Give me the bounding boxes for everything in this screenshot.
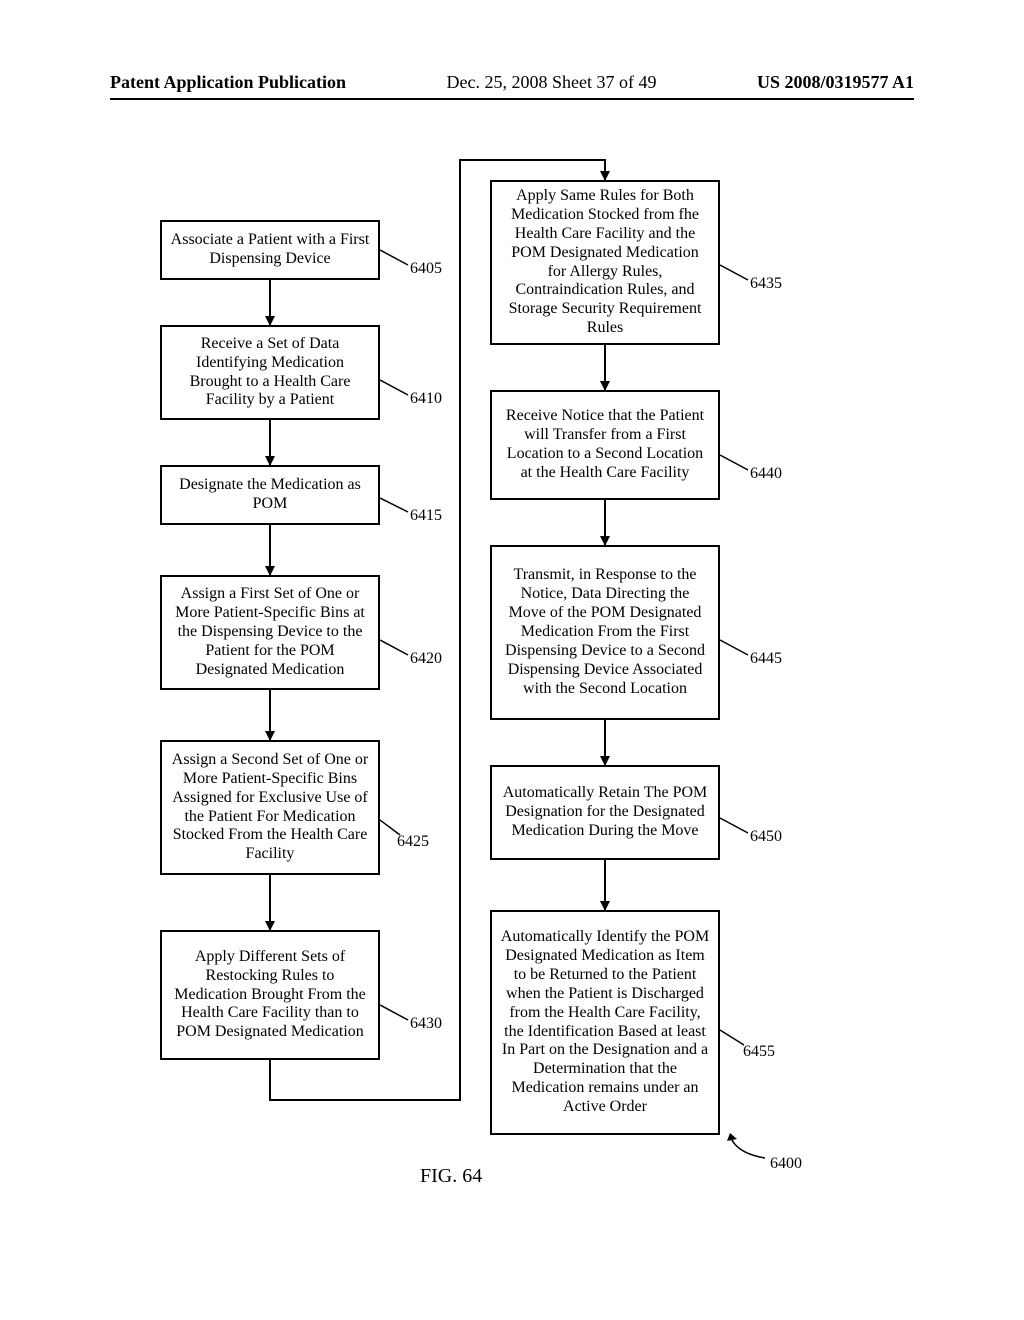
ref-label-6455: 6455 xyxy=(743,1043,775,1061)
figure-caption: FIG. 64 xyxy=(420,1165,482,1188)
ref-label-6420: 6420 xyxy=(410,650,442,668)
flowchart: Associate a Patient with a First Dispens… xyxy=(110,150,914,1230)
ref-label-6415: 6415 xyxy=(410,507,442,525)
flow-box-6455: Automatically Identify the POM Designate… xyxy=(490,910,720,1135)
page-header: Patent Application Publication Dec. 25, … xyxy=(0,72,1024,93)
ref-label-6435: 6435 xyxy=(750,275,782,293)
ref-label-6430: 6430 xyxy=(410,1015,442,1033)
flow-box-6415: Designate the Medication as POM xyxy=(160,465,380,525)
ref-label-6445: 6445 xyxy=(750,650,782,668)
flow-box-6445: Transmit, in Response to the Notice, Dat… xyxy=(490,545,720,720)
flow-box-6430: Apply Different Sets of Restocking Rules… xyxy=(160,930,380,1060)
ref-label-6405: 6405 xyxy=(410,260,442,278)
ref-label-6425: 6425 xyxy=(397,833,429,851)
ref-label-6440: 6440 xyxy=(750,465,782,483)
flow-box-6425: Assign a Second Set of One or More Patie… xyxy=(160,740,380,875)
ref-label-6400: 6400 xyxy=(770,1155,802,1173)
figure-caption-text: FIG. 64 xyxy=(420,1165,482,1187)
header-right: US 2008/0319577 A1 xyxy=(757,72,914,93)
header-rule xyxy=(110,98,914,100)
flow-box-6440: Receive Notice that the Patient will Tra… xyxy=(490,390,720,500)
header-left: Patent Application Publication xyxy=(110,72,346,93)
flow-box-6450: Automatically Retain The POM Designation… xyxy=(490,765,720,860)
flow-box-6410: Receive a Set of Data Identifying Medica… xyxy=(160,325,380,420)
header-mid: Dec. 25, 2008 Sheet 37 of 49 xyxy=(447,72,657,93)
flow-box-6420: Assign a First Set of One or More Patien… xyxy=(160,575,380,690)
flow-box-6435: Apply Same Rules for Both Medication Sto… xyxy=(490,180,720,345)
ref-label-6410: 6410 xyxy=(410,390,442,408)
ref-label-6450: 6450 xyxy=(750,828,782,846)
flow-box-6405: Associate a Patient with a First Dispens… xyxy=(160,220,380,280)
